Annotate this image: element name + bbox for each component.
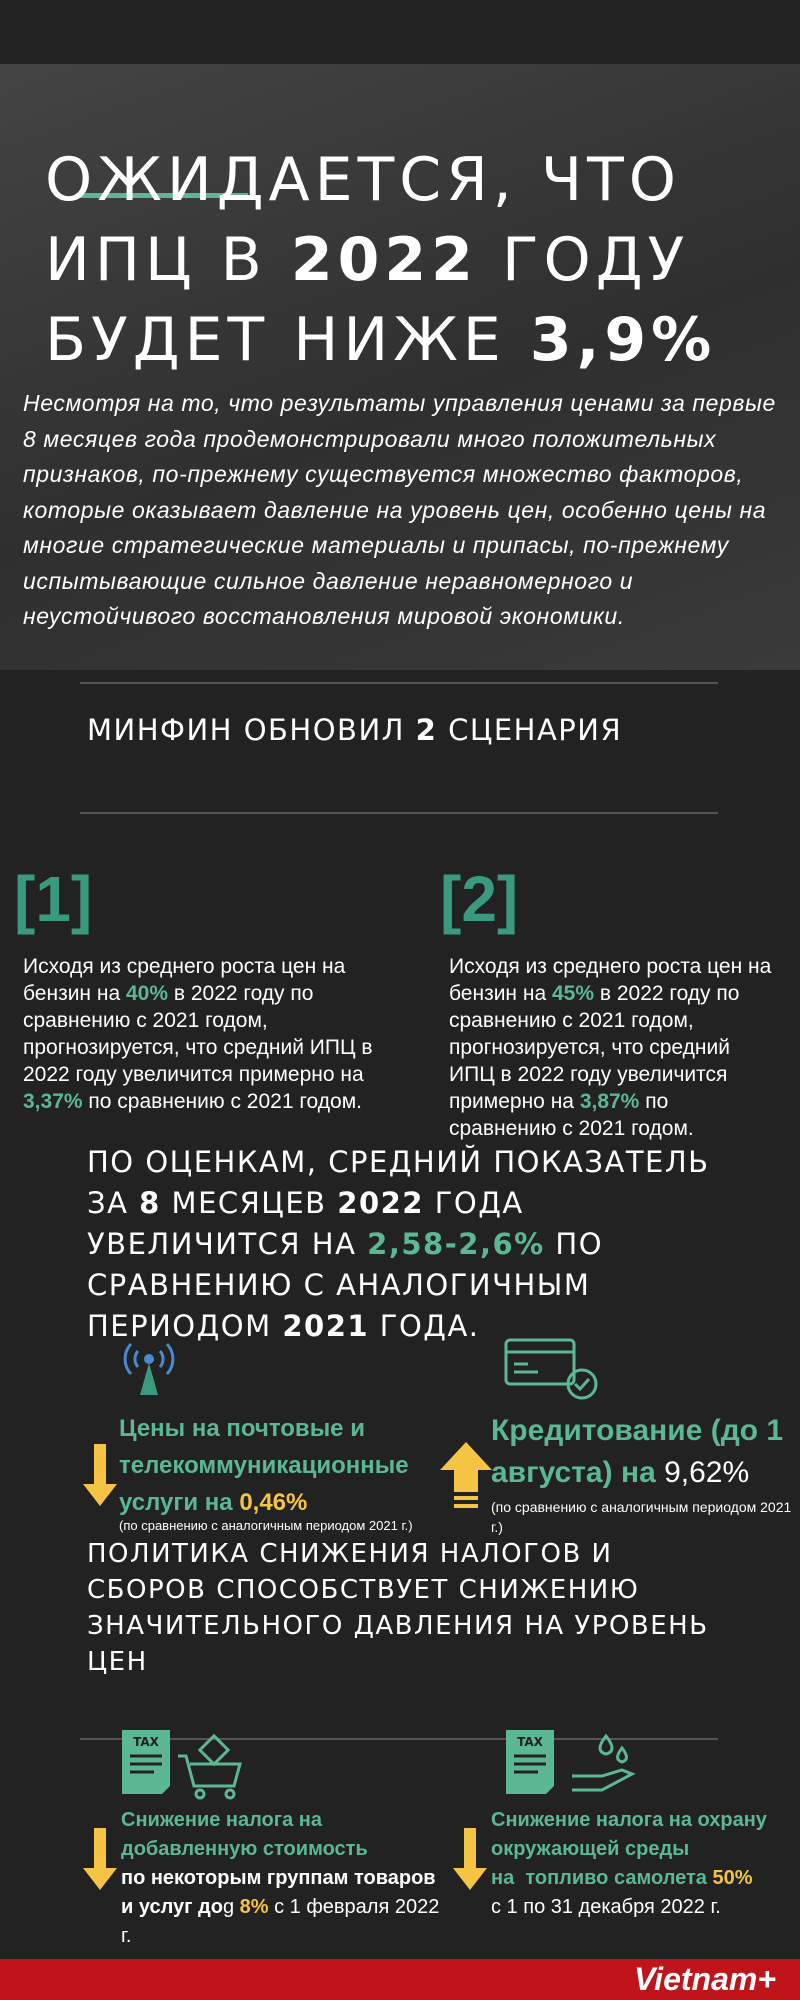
divider — [80, 682, 718, 684]
scenario-number: [2] — [440, 863, 519, 935]
text: 2,58-2,6% — [367, 1227, 545, 1261]
svg-text:TAX: TAX — [133, 1735, 160, 1749]
text: с 1 по 31 декабря 2022 г. — [491, 1896, 721, 1918]
text: 45% — [551, 982, 595, 1005]
title-line: ИПЦ В 2022 ГОДУ — [45, 220, 785, 300]
text: Кредитование (до 1 августа) на — [491, 1414, 784, 1489]
text: g — [222, 1896, 240, 1918]
text: Исходя из среднего роста цен на бензин н… — [23, 955, 346, 1005]
antenna-icon — [123, 1342, 175, 1395]
svg-text:TAX: TAX — [517, 1735, 544, 1749]
tax-text: Снижение налога на добавленную стоимость… — [121, 1806, 441, 1951]
title-part: БУДЕТ НИЖЕ — [45, 305, 530, 375]
text: 8 — [139, 1186, 161, 1220]
footer — [0, 1959, 800, 2000]
title-part: 2022 — [290, 225, 478, 295]
estimate-heading: ПО ОЦЕНКАМ, СРЕДНИЙ ПОКАЗАТЕЛЬ ЗА 8 МЕСЯ… — [87, 1142, 747, 1347]
arrow-up — [440, 1442, 492, 1508]
indicator-note: (по сравнению с аналогичным периодом 202… — [119, 1518, 413, 1533]
text: 50% — [712, 1867, 753, 1889]
text: ПО СРАВНЕНИЮ С АНАЛОГИЧНЫМ ПЕРИОДОМ — [87, 1227, 604, 1343]
text: 2022 — [337, 1186, 424, 1220]
divider — [80, 812, 718, 814]
policy-heading: ПОЛИТИКА СНИЖЕНИЯ НАЛОГОВ И СБОРОВ СПОСО… — [87, 1539, 709, 1677]
title-part: 3,9% — [529, 305, 717, 375]
hero — [0, 64, 800, 670]
text: Снижение налога на охрану окружающей сре… — [491, 1809, 767, 1860]
brand: Vietnam+ — [634, 1961, 776, 1997]
text: ГОДА. — [369, 1309, 480, 1343]
text: Исходя из среднего роста цен на бензин н… — [449, 955, 772, 1005]
text: по сравнению с 2021 годом. — [449, 1090, 694, 1140]
text: СЦЕНАРИЯ — [437, 713, 623, 747]
indicator: Кредитование (до 1 августа) на 9,62% — [491, 1410, 796, 1494]
text: Снижение налога на добавленную стоимость — [121, 1809, 368, 1860]
text: 8% — [239, 1896, 269, 1918]
accent-line — [76, 193, 248, 198]
text: по некоторым группам товаров и услуг до — [121, 1867, 436, 1918]
text: 2021 — [282, 1309, 370, 1343]
text: 0,46% — [239, 1489, 308, 1516]
text: 9,62% — [664, 1456, 750, 1489]
scenarios-heading: МИНФИН ОБНОВИЛ 2 СЦЕНАРИЯ — [87, 710, 622, 751]
text: в 2022 году по сравнению с 2021 годом, п… — [23, 982, 373, 1086]
scenario-text: Исходя из среднего роста цен на бензин н… — [449, 953, 779, 1142]
title-line: БУДЕТ НИЖЕ 3,9% — [45, 300, 785, 380]
text: Цены на почтовые и телекоммуникационные … — [119, 1415, 409, 1516]
text: по сравнению с 2021 годом. — [82, 1090, 362, 1113]
text: МЕСЯЦЕВ — [160, 1186, 338, 1220]
indicator: Цены на почтовые и телекоммуникационные … — [119, 1410, 449, 1521]
text: ПО ОЦЕНКАМ, СРЕДНИЙ ПОКАЗАТЕЛЬ ЗА — [87, 1145, 710, 1220]
tax-icon: TAX — [506, 1730, 636, 1794]
text: 3,37% — [23, 1090, 83, 1113]
text: ГОДА УВЕЛИЧИТСЯ НА — [87, 1186, 524, 1261]
text: с 1 февраля 2022 г. — [121, 1896, 440, 1947]
card-icon — [504, 1338, 598, 1400]
text: 3,87% — [579, 1090, 640, 1113]
text: 40% — [125, 982, 169, 1005]
arrow-down — [453, 1828, 487, 1890]
text: в 2022 году по сравнению с 2021 годом, п… — [449, 982, 740, 1113]
text: 2 — [415, 713, 438, 747]
title-part: ИПЦ В — [45, 225, 291, 295]
arrow-down — [83, 1444, 117, 1506]
divider — [80, 1738, 718, 1740]
title-part: ГОДУ — [477, 225, 690, 295]
text: МИНФИН ОБНОВИЛ — [87, 713, 416, 747]
title: ОЖИДАЕТСЯ, ЧТО ИПЦ В 2022 ГОДУ БУДЕТ НИЖ… — [45, 140, 785, 380]
indicator-note: (по сравнению с аналогичным периодом 202… — [491, 1499, 792, 1535]
top-bar — [0, 0, 800, 64]
arrow-down — [83, 1828, 117, 1890]
tax-text: Снижение налога на охрану окружающей сре… — [491, 1806, 791, 1922]
tax-icon: TAX — [122, 1730, 242, 1800]
scenario-number: [1] — [14, 863, 93, 935]
intro: Несмотря на то, что результаты управлени… — [23, 390, 776, 629]
scenario-text: Исходя из среднего роста цен на бензин н… — [23, 953, 403, 1115]
title-part: ОЖИДАЕТСЯ, ЧТО — [45, 145, 681, 215]
text: на топливо самолета — [491, 1867, 713, 1889]
